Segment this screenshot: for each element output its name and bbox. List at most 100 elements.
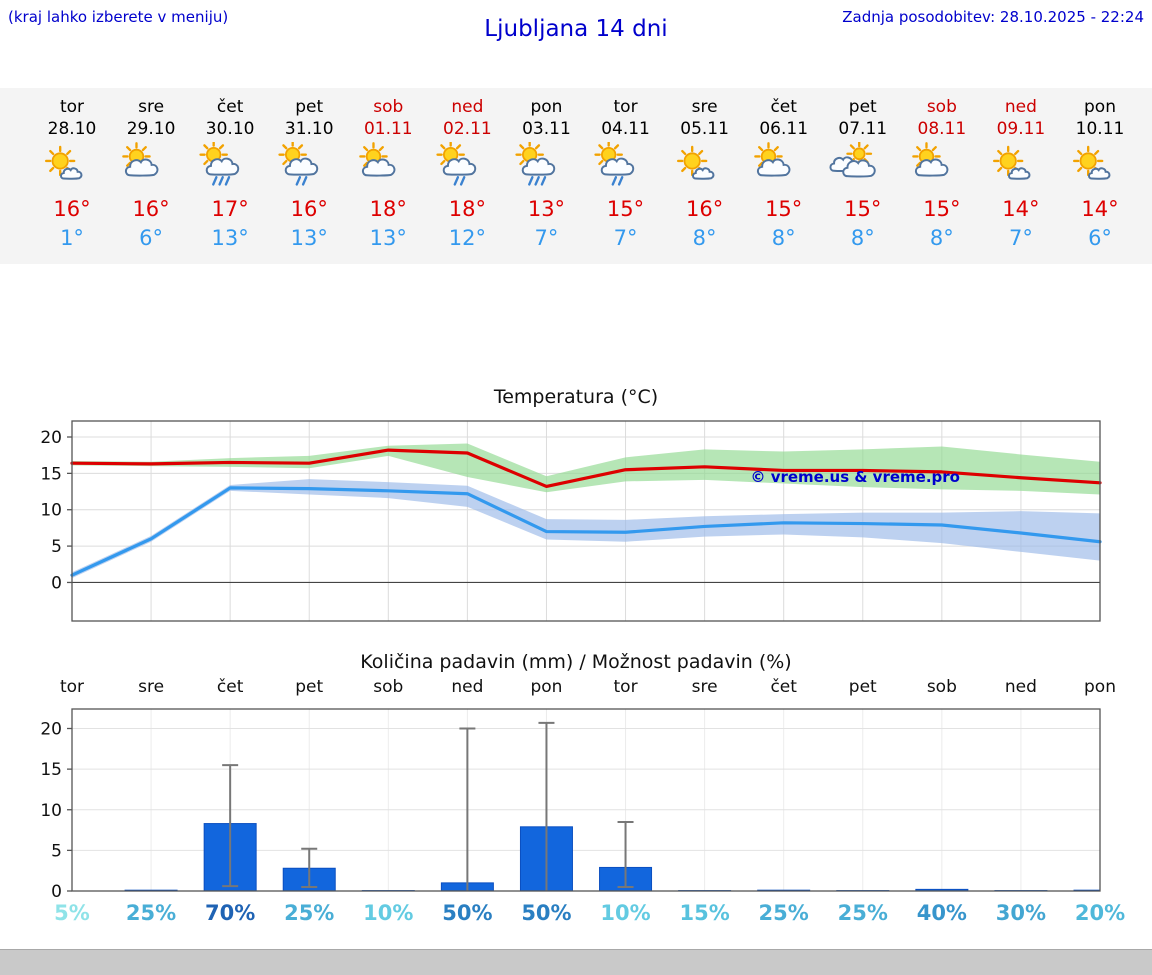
watermark-link[interactable]: © vreme.us & vreme.pro (750, 468, 960, 486)
y-tick-label: 0 (51, 882, 62, 897)
showers-heavy-icon (515, 142, 556, 186)
day-name: sob (926, 97, 957, 117)
day-name: čet (770, 97, 797, 117)
precip-day-label: pet (295, 677, 324, 697)
max-temp: 15° (765, 197, 803, 221)
min-range-band (72, 479, 1100, 579)
forecast-day-column: sob 01.11 18° 13° (349, 96, 428, 252)
precip-day-label: pet (848, 677, 877, 697)
partly-cloudy-icon (912, 142, 949, 177)
day-date: 28.10 (47, 119, 97, 139)
precipitation-chart: 0 5 10 15 20 (40, 708, 1101, 897)
y-tick-label: 0 (51, 573, 62, 593)
partly-cloudy-icon (358, 142, 396, 177)
max-temp: 15° (844, 197, 882, 221)
day-name: čet (216, 97, 244, 117)
forecast-day-column: čet 06.11 15° 8° (744, 96, 823, 252)
temperature-chart: 0 5 10 15 20 © vreme.us & vreme.pro (40, 420, 1102, 622)
weather-icon-wrap (112, 142, 191, 192)
min-temp: 13° (211, 226, 249, 250)
day-date: 05.11 (680, 119, 729, 139)
max-temp: 16° (290, 197, 328, 221)
day-date: 07.11 (838, 119, 888, 139)
precip-day-label: ned (451, 677, 484, 697)
y-tick-label: 20 (40, 428, 62, 448)
y-tick-label: 15 (40, 760, 62, 780)
day-date: 29.10 (126, 119, 176, 139)
precip-day-label: tor (59, 677, 85, 697)
max-temp: 14° (1002, 197, 1040, 221)
weather-icon-wrap (902, 142, 981, 192)
location-menu-note: (kraj lahko izberete v meniju) (8, 8, 229, 26)
forecast-day-column: pon 03.11 13° 7° (507, 96, 586, 252)
precip-probability: 25% (837, 901, 888, 925)
weather-icon-wrap (981, 142, 1060, 192)
min-temp: 8° (771, 226, 796, 250)
max-temp: 18° (369, 197, 407, 221)
weather-icon-wrap (665, 142, 744, 192)
precip-probability: 15% (679, 901, 730, 925)
precip-probability: 5% (54, 901, 90, 925)
min-temp: 8° (692, 226, 717, 250)
precip-probability: 70% (205, 901, 256, 925)
forecast-day-column: sre 05.11 16° 8° (665, 96, 744, 252)
last-updated: Zadnja posodobitev: 28.10.2025 - 22:24 (842, 8, 1144, 26)
precip-day-labels: tor sre čet pet sob ned pon tor sre čet pet sob ned p… (0, 677, 1152, 705)
min-temp: 12° (448, 226, 486, 250)
weather-icon-wrap (33, 142, 112, 192)
weather-icon-wrap (823, 142, 902, 192)
precip-day-label: sob (373, 677, 404, 697)
forecast-day-column: tor 04.11 15° 7° (586, 96, 665, 252)
day-name: pet (848, 97, 877, 117)
mostly-sunny-icon (993, 145, 1031, 180)
day-name: tor (59, 97, 85, 117)
mostly-sunny-icon (677, 145, 715, 180)
max-temp: 16° (132, 197, 170, 221)
precip-bar (915, 888, 969, 891)
y-tick-label: 5 (51, 841, 62, 861)
day-date: 08.11 (917, 119, 967, 139)
weather-icon-wrap (1061, 142, 1140, 192)
max-temp: 18° (448, 197, 486, 221)
showers-icon (436, 142, 477, 186)
forecast-day-column: čet 30.10 17° 13° (191, 96, 270, 252)
mostly-sunny-icon (44, 145, 82, 180)
day-name: ned (1004, 97, 1037, 117)
day-name: sob (373, 97, 404, 117)
showers-icon (278, 142, 318, 186)
min-temp: 6° (1088, 226, 1112, 250)
showers-icon (594, 142, 635, 186)
precip-day-label: pon (530, 677, 563, 697)
precip-probability: 30% (995, 901, 1047, 925)
weather-icon-wrap (349, 142, 428, 192)
y-tick-label: 10 (40, 801, 62, 821)
weather-icon-wrap (191, 142, 270, 192)
page-header: (kraj lahko izberete v meniju) Ljubljana… (0, 0, 1152, 52)
precip-probability: 50% (442, 901, 493, 925)
day-date: 01.11 (363, 119, 413, 139)
day-name: sre (138, 97, 165, 117)
precip-day-label: tor (613, 677, 638, 697)
min-temp: 7° (613, 226, 638, 250)
min-temp: 8° (929, 226, 954, 250)
temperature-chart-block: Temperatura (°C) 0 5 10 15 20 © vreme.us & vr… (0, 386, 1152, 627)
max-temperature-line (70, 448, 1102, 489)
y-tick-label: 15 (40, 464, 62, 484)
max-temp: 13° (527, 197, 566, 221)
min-temp: 7° (534, 226, 559, 250)
day-name: pon (530, 97, 563, 117)
precip-day-label: čet (216, 677, 244, 697)
precip-day-label: pon (1084, 677, 1116, 697)
partly-cloudy-icon (121, 142, 158, 177)
showers-heavy-icon (199, 142, 239, 186)
forecast-day-column: ned 02.11 18° 12° (428, 96, 507, 252)
horizontal-scrollbar[interactable] (0, 949, 1152, 975)
precipitation-chart-title: Količina padavin (mm) / Možnost padavin … (360, 651, 792, 673)
max-temp: 14° (1081, 197, 1119, 221)
day-name: sre (691, 97, 718, 117)
cloudy-icon (829, 142, 877, 178)
day-date: 04.11 (601, 119, 650, 139)
y-tick-label: 10 (40, 501, 62, 521)
mostly-sunny-icon (1072, 145, 1110, 180)
weather-icon-wrap (507, 142, 586, 192)
